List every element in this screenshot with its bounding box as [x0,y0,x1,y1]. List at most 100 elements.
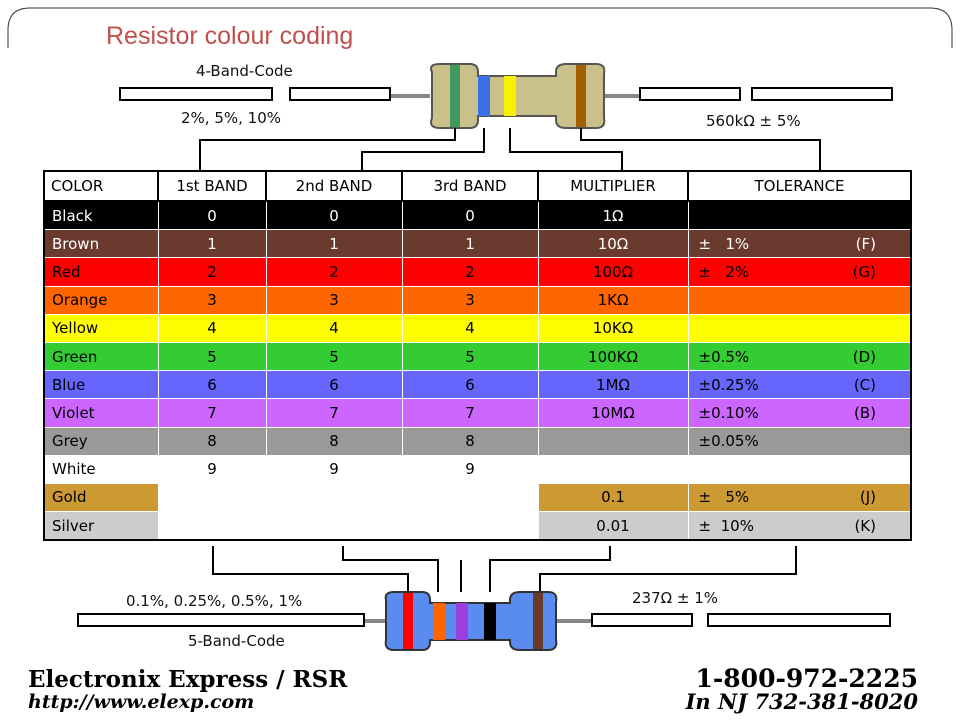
tolerance-content: ± 5% (J) [695,488,905,506]
table-row: Orange 3 3 3 1KΩ [43,285,912,315]
band-2-cell: 8 [265,426,403,456]
tolerance-letter-code: (K) [854,516,876,535]
tolerance-cell [687,313,912,343]
bottom-resistor-body [384,591,558,651]
tolerance-value: ± 1% [698,234,750,253]
band-3-cell: 6 [401,370,539,400]
band-2-cell: 6 [265,370,403,400]
tolerance-cell: ±0.5% (D) [687,341,912,372]
tolerance-content: ± 10% (K) [695,517,905,535]
band-2-cell: 5 [265,341,403,372]
tolerance-cell: ± 2% (G) [687,257,912,287]
tolerance-content: ±0.5% (D) [695,348,905,366]
company-url[interactable]: http://www.elexp.com [28,691,255,713]
table-row: White 9 9 9 [43,454,912,484]
phone-number: 1-800-972-2225 [695,664,918,693]
band-3-cell: 0 [401,200,539,231]
tolerance-letter-code: (J) [859,488,876,507]
header-band-3: 3rd BAND [401,170,539,202]
band-3-cell: 7 [401,398,539,428]
bottom-band-5 [533,593,543,649]
band-2-cell: 3 [265,285,403,315]
band-1-cell: 3 [157,285,267,315]
color-name-cell: Orange [43,285,159,315]
multiplier-cell: 10MΩ [537,398,689,428]
tolerance-content: ± 1% (F) [695,235,905,253]
band-2-cell: 4 [265,313,403,343]
tolerance-cell [687,200,912,231]
band-3-cell: 9 [401,454,539,484]
table-header-row: COLOR 1st BAND 2nd BAND 3rd BAND MULTIPL… [43,170,912,202]
tolerance-letter-code: (C) [853,375,876,394]
top-band-4 [576,65,586,127]
band-3-cell: 2 [401,257,539,287]
four-band-code-label: 4-Band-Code [196,62,293,80]
color-name-cell: Silver [43,511,159,541]
table-row: Silver 0.01 ± 10% (K) [43,511,912,541]
color-name-cell: Red [43,257,159,287]
table-row: Grey 8 8 8 ±0.05% [43,426,912,456]
multiplier-cell: 1Ω [537,200,689,231]
color-name-cell: Green [43,341,159,372]
tolerance-cell: ± 1% (F) [687,229,912,259]
band-1-cell: 0 [157,200,267,231]
band-2-cell: 1 [265,229,403,259]
band-2-cell: 0 [265,200,403,231]
multiplier-cell [537,454,689,484]
band-2-cell: 7 [265,398,403,428]
band-1-cell: 5 [157,341,267,372]
tolerance-cell: ±0.25% (C) [687,370,912,400]
multiplier-cell: 100KΩ [537,341,689,372]
tolerance-content: ±0.10% (B) [695,404,905,422]
header-color: COLOR [43,170,159,202]
band-1-cell [157,511,267,541]
tolerance-value: ±0.5% [698,347,750,366]
tolerance-content: ± 2% (G) [695,263,905,281]
multiplier-cell: 1KΩ [537,285,689,315]
color-name-cell: Gold [43,482,159,513]
top-band-3 [504,76,516,116]
band-3-cell: 1 [401,229,539,259]
bottom-band-1 [403,593,413,649]
band-1-cell: 1 [157,229,267,259]
bottom-band-2 [433,603,445,640]
band-2-cell: 2 [265,257,403,287]
slide-title: Resistor colour coding [106,22,354,50]
color-code-table: COLOR 1st BAND 2nd BAND 3rd BAND MULTIPL… [43,170,912,542]
tolerance-content: ±0.25% (C) [695,376,905,394]
table-row: Green 5 5 5 100KΩ ±0.5% (D) [43,341,912,372]
phone-number-nj: In NJ 732-381-8020 [685,689,918,714]
five-band-code-label: 5-Band-Code [188,632,285,650]
table-row: Brown 1 1 1 10Ω ± 1% (F) [43,229,912,259]
header-band-1: 1st BAND [157,170,267,202]
tolerance-cell: ±0.10% (B) [687,398,912,428]
table-row: Red 2 2 2 100Ω ± 2% (G) [43,257,912,287]
tolerance-value: ±0.10% [698,403,759,422]
tolerance-cell: ± 5% (J) [687,482,912,513]
multiplier-cell: 1MΩ [537,370,689,400]
bottom-band-4 [484,603,496,640]
band-1-cell [157,482,267,513]
tolerance-content: ±0.05% [695,432,905,450]
top-band-2 [478,76,490,116]
table-row: Black 0 0 0 1Ω [43,200,912,231]
band-3-cell: 4 [401,313,539,343]
band-3-cell: 3 [401,285,539,315]
color-name-cell: Black [43,200,159,231]
tolerance-cell: ±0.05% [687,426,912,456]
table-row: Gold 0.1 ± 5% (J) [43,482,912,513]
multiplier-cell: 0.1 [537,482,689,513]
band-1-cell: 9 [157,454,267,484]
color-name-cell: Grey [43,426,159,456]
band-3-cell: 8 [401,426,539,456]
four-band-example-value: 560kΩ ± 5% [706,112,801,130]
multiplier-cell [537,426,689,456]
tolerance-letter-code: (B) [854,403,876,422]
band-1-cell: 8 [157,426,267,456]
tolerance-letter-code: (F) [855,234,876,253]
tolerance-cell: ± 10% (K) [687,511,912,541]
table-body: Black 0 0 0 1Ω Brown 1 1 1 10Ω ± 1% (F) Red 2 2 2 100Ω ± … [43,200,912,541]
band-1-cell: 2 [157,257,267,287]
